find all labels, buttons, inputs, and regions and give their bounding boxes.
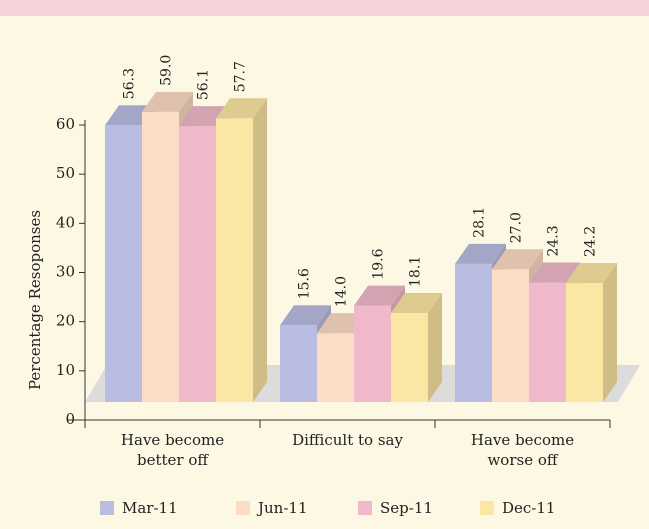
bar	[105, 125, 142, 403]
value-label: 24.2	[583, 226, 599, 257]
bar-top	[216, 98, 267, 119]
bar-top	[455, 243, 506, 264]
bar	[455, 263, 492, 402]
bar-side	[603, 263, 617, 402]
value-label: 28.1	[472, 207, 488, 238]
legend-swatch	[236, 501, 250, 515]
value-label: 56.3	[122, 68, 138, 99]
bar-top	[391, 293, 442, 314]
y-tick-label: 50	[56, 164, 75, 182]
bar-top	[354, 285, 405, 306]
bar	[179, 126, 216, 403]
bar-side	[428, 293, 442, 402]
bar-top	[280, 305, 331, 326]
bar-top	[142, 91, 193, 112]
value-label: 19.6	[371, 248, 387, 279]
bar	[529, 282, 566, 402]
legend-label: Sep-11	[380, 499, 433, 517]
x-tick-label: Have become worse off	[470, 431, 575, 469]
legend-swatch	[100, 501, 114, 515]
x-tick-label: Have become better off	[120, 431, 225, 469]
y-tick-label: 10	[56, 361, 75, 379]
bar	[354, 305, 391, 402]
y-axis-label: Percentage Resoponses	[26, 210, 44, 390]
bar	[142, 111, 179, 403]
value-label: 57.7	[233, 61, 249, 92]
value-label: 59.0	[159, 55, 175, 86]
value-label: 15.6	[297, 268, 313, 299]
x-tick-label: Difficult to say	[292, 431, 403, 449]
bar	[317, 333, 354, 402]
legend-label: Mar-11	[122, 499, 178, 517]
value-label: 18.1	[408, 256, 424, 287]
value-label: 14.0	[334, 276, 350, 307]
y-tick-label: 0	[65, 410, 75, 428]
y-tick-label: 20	[56, 312, 75, 330]
value-label: 24.3	[546, 225, 562, 256]
y-tick-label: 40	[56, 213, 75, 231]
legend-label: Jun-11	[256, 499, 308, 517]
value-label: 56.1	[196, 69, 212, 100]
header-band	[0, 0, 649, 16]
legend-swatch	[480, 501, 494, 515]
bar	[216, 118, 253, 402]
y-tick-label: 60	[56, 115, 75, 133]
value-label: 27.0	[509, 212, 525, 243]
bar-top	[529, 262, 580, 283]
legend-label: Dec-11	[502, 499, 555, 517]
bar	[566, 283, 603, 402]
bar-side	[253, 98, 267, 402]
bar-top	[492, 249, 543, 270]
legend-swatch	[358, 501, 372, 515]
bar	[391, 313, 428, 402]
bar-top	[566, 263, 617, 284]
bar	[280, 325, 317, 402]
bar	[492, 269, 529, 402]
y-tick-label: 30	[56, 263, 75, 281]
